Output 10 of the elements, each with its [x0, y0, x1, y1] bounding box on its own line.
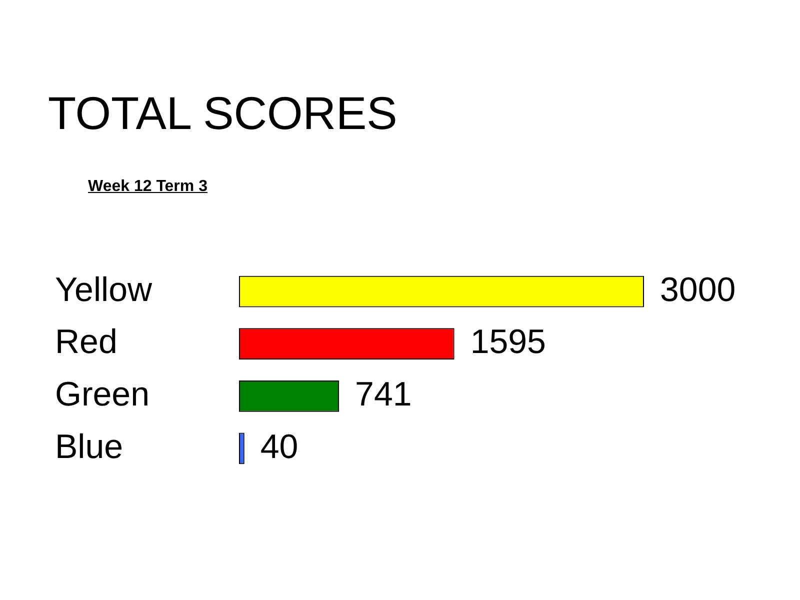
y-tick-label: Yellow	[55, 270, 152, 309]
data-label: 1595	[470, 323, 546, 362]
y-tick-label: Green	[55, 376, 150, 414]
y-tick-label: Blue	[55, 428, 124, 466]
data-label: 3000	[660, 270, 736, 309]
chart-title: TOTAL SCORES	[48, 86, 398, 140]
y-tick-label: Red	[55, 323, 118, 362]
data-label: 741	[355, 376, 412, 414]
data-label: 40	[260, 428, 298, 466]
chart-subtitle: Week 12 Term 3	[88, 178, 208, 196]
